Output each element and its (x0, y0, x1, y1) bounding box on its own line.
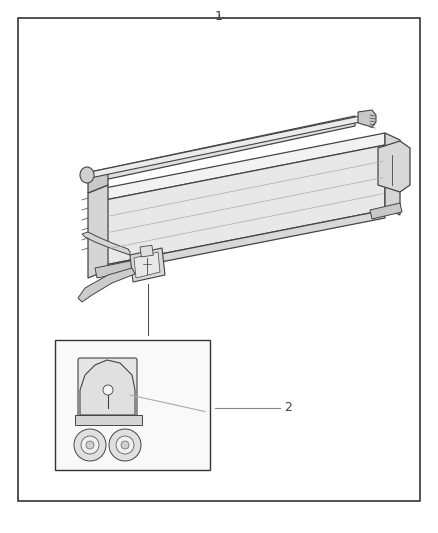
Polygon shape (82, 232, 130, 255)
Polygon shape (370, 203, 402, 219)
Polygon shape (378, 141, 410, 192)
Circle shape (116, 436, 134, 454)
Polygon shape (105, 145, 385, 265)
Circle shape (109, 429, 141, 461)
Polygon shape (358, 110, 376, 127)
Polygon shape (105, 133, 385, 200)
Circle shape (81, 436, 99, 454)
Polygon shape (75, 415, 142, 425)
Polygon shape (95, 260, 137, 278)
Polygon shape (385, 133, 400, 215)
Polygon shape (90, 116, 355, 183)
Polygon shape (88, 185, 108, 278)
Polygon shape (90, 116, 360, 178)
Polygon shape (80, 360, 135, 415)
Bar (55, 340, 210, 470)
Polygon shape (130, 248, 165, 282)
Circle shape (103, 385, 113, 395)
Text: 1: 1 (215, 10, 223, 23)
Text: 2: 2 (284, 401, 292, 414)
Bar (140, 245, 153, 257)
Ellipse shape (80, 167, 94, 183)
Circle shape (121, 441, 129, 449)
Circle shape (86, 441, 94, 449)
FancyBboxPatch shape (78, 358, 137, 417)
Polygon shape (78, 268, 135, 302)
Polygon shape (105, 210, 385, 273)
Polygon shape (88, 170, 108, 193)
Polygon shape (134, 252, 160, 278)
Circle shape (74, 429, 106, 461)
